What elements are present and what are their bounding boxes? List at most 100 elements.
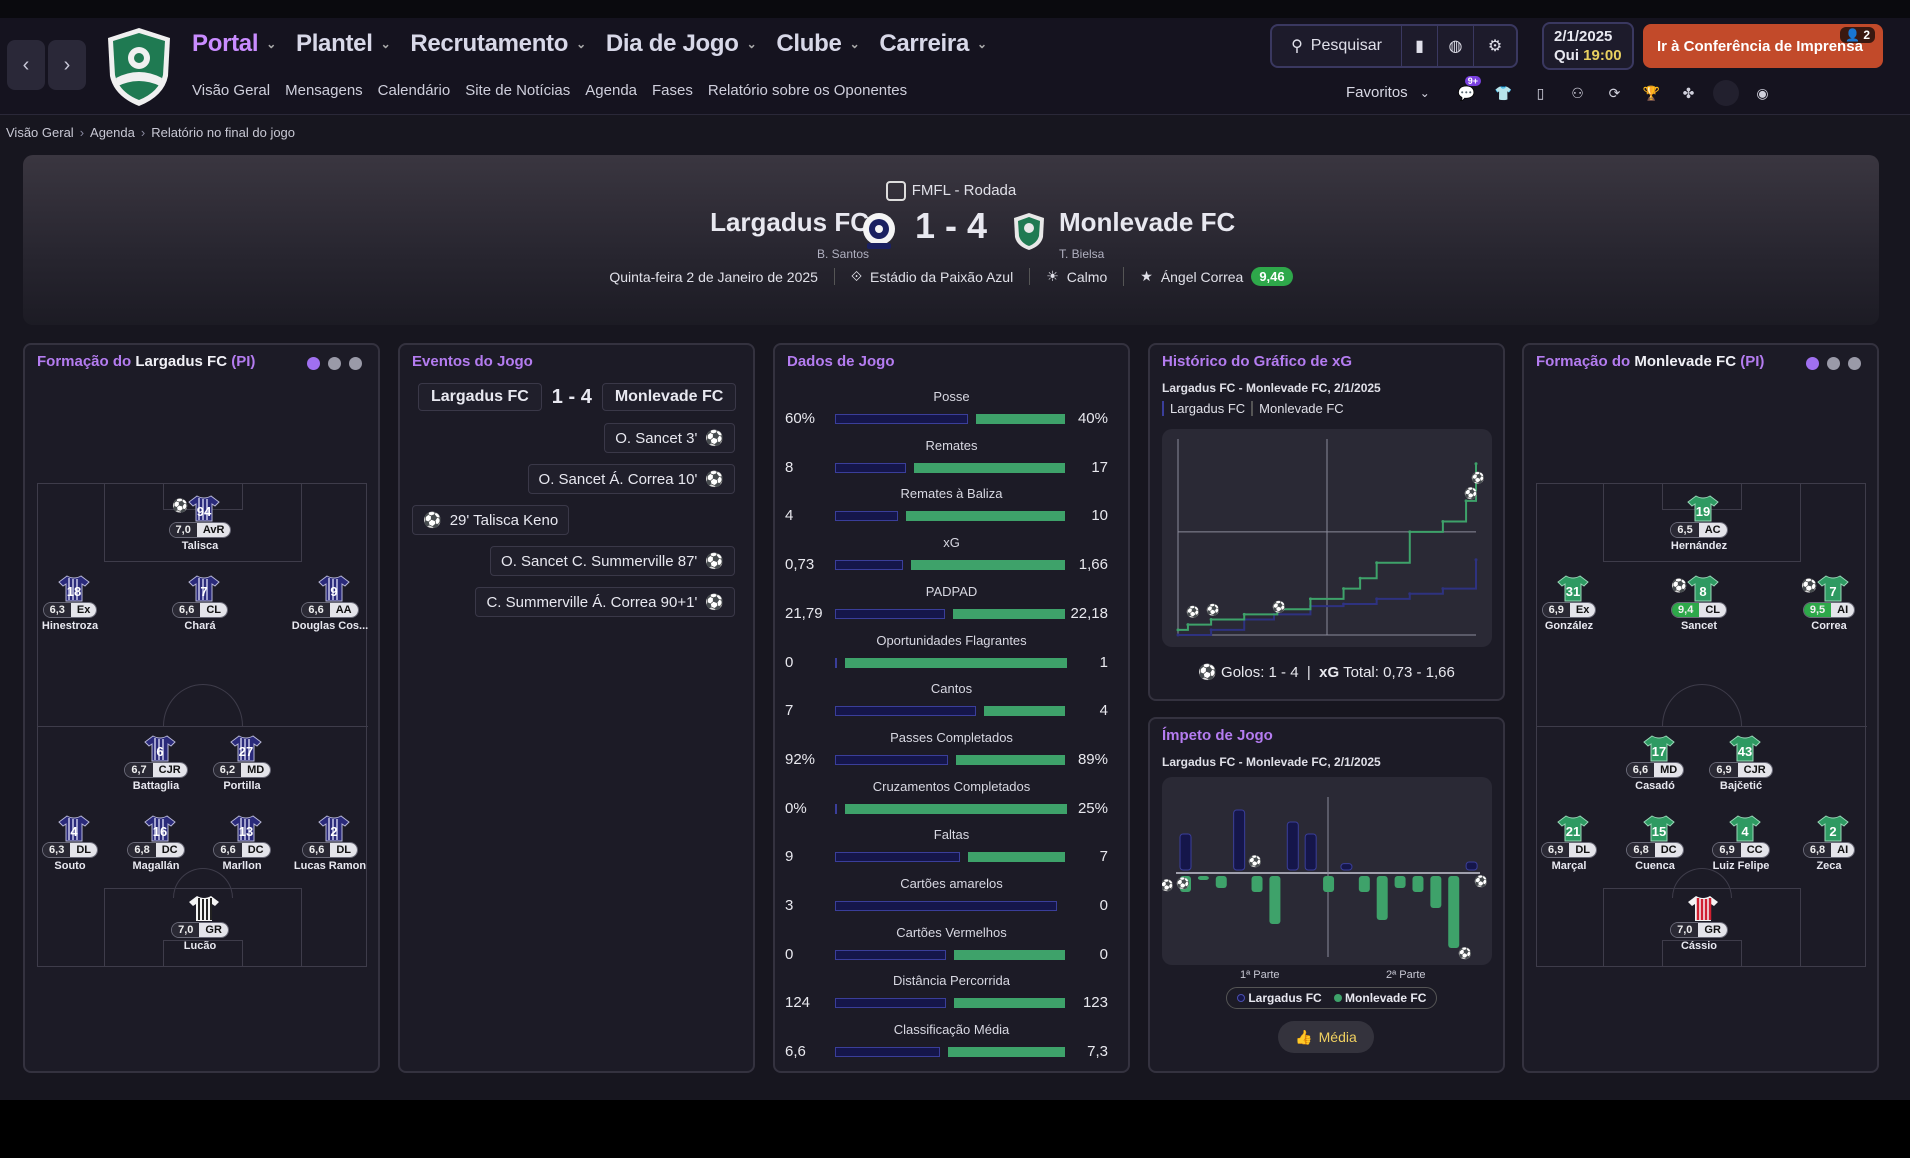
- shirt-number: 7: [200, 584, 207, 599]
- subnav-item[interactable]: Mensagens: [285, 82, 363, 99]
- player-card[interactable]: 18 6,3 Ex Hinestroza: [20, 574, 120, 632]
- player-card[interactable]: 7 ⚽ 9,5 AI Correa: [1779, 574, 1879, 632]
- event-item[interactable]: O. Sancet 3' ⚽: [604, 423, 735, 453]
- event-item[interactable]: O. Sancet C. Summerville 87' ⚽: [490, 546, 735, 576]
- trophy-icon[interactable]: 🏆: [1642, 84, 1661, 101]
- empty-slot-icon[interactable]: [1707, 78, 1744, 108]
- home-manager[interactable]: B. Santos: [816, 247, 869, 261]
- subnav-item[interactable]: Fases: [652, 82, 693, 99]
- player-position: GR: [199, 923, 228, 937]
- document-icon[interactable]: ▯: [1536, 84, 1545, 101]
- settings-button[interactable]: ⚙: [1474, 26, 1516, 66]
- paw-icon[interactable]: ✤: [1682, 84, 1695, 101]
- subnav-item[interactable]: Agenda: [585, 82, 637, 99]
- player-card[interactable]: 17 6,6 MD Casadó: [1605, 734, 1705, 792]
- back-button[interactable]: ‹: [7, 40, 45, 90]
- refresh-icon[interactable]: ⟳: [1608, 84, 1621, 101]
- stat-label: Oportunidades Flagrantes: [876, 632, 1027, 648]
- subnav-item[interactable]: Relatório sobre os Oponentes: [707, 82, 908, 99]
- stat-row: Faltas 9 7: [775, 827, 1128, 866]
- page-dot[interactable]: [328, 357, 341, 370]
- people-icon[interactable]: ⚇: [1571, 84, 1584, 101]
- nav-item-clube[interactable]: Clube ⌄: [776, 30, 859, 58]
- player-card[interactable]: 2 6,6 DL Lucas Ramon: [280, 814, 380, 872]
- player-card[interactable]: 4 6,9 CC Luiz Felipe: [1691, 814, 1791, 872]
- momentum-away-bar: [1394, 876, 1406, 888]
- page-dot[interactable]: [1806, 357, 1819, 370]
- shirt-icon[interactable]: 👕: [1494, 84, 1513, 101]
- stadium[interactable]: ⟐ Estádio da Paixão Azul: [833, 268, 1029, 285]
- away-crest-icon[interactable]: [1011, 211, 1047, 251]
- page-dot[interactable]: [307, 357, 320, 370]
- subnav-item[interactable]: Site de Notícias: [465, 82, 571, 99]
- player-card[interactable]: 7 6,6 CL Chará: [150, 574, 250, 632]
- events-home-team[interactable]: Largadus FC: [418, 383, 542, 411]
- thumbs-up-icon: 👍: [1295, 1028, 1313, 1045]
- chat-icon[interactable]: 💬 9+: [1448, 76, 1485, 108]
- nav-item-plantel[interactable]: Plantel ⌄: [296, 30, 391, 58]
- subnav-item[interactable]: Calendário: [377, 82, 451, 99]
- away-lineup-title: Formação do Monlevade FC (PI): [1536, 353, 1764, 370]
- player-card[interactable]: 2 6,8 AI Zeca: [1779, 814, 1879, 872]
- event-item[interactable]: ⚽ 29' Talisca Keno: [412, 505, 570, 535]
- player-card[interactable]: 6 6,7 CJR Battaglia: [106, 734, 206, 792]
- player-rating: 6,6: [173, 603, 201, 617]
- nav-item-portal[interactable]: Portal ⌄: [192, 30, 276, 58]
- player-card[interactable]: 21 6,9 DL Marçal: [1519, 814, 1619, 872]
- globe-button[interactable]: ◍: [1438, 26, 1474, 66]
- media-button[interactable]: 👍 Média: [1278, 1021, 1374, 1053]
- lineup-suffix: (PI): [231, 353, 256, 370]
- momentum-chart: ⚽ ⚽ ⚽ ⚽ ⚽: [1159, 777, 1492, 965]
- press-conference-button[interactable]: Ir à Conferência de Imprensa 👤 2: [1643, 24, 1883, 68]
- player-rating-pill: 7,0 AvR: [168, 522, 232, 538]
- player-card[interactable]: 4 6,3 DL Souto: [20, 814, 120, 872]
- stat-home-bar: [835, 462, 907, 473]
- event-item[interactable]: O. Sancet Á. Correa 10' ⚽: [527, 464, 735, 494]
- player-shirt-icon: 6: [143, 734, 176, 762]
- search-button[interactable]: ⚲ Pesquisar: [1272, 26, 1402, 66]
- player-card[interactable]: 7,0 GR Cássio: [1649, 894, 1749, 952]
- player-card[interactable]: 7,0 GR Lucão: [150, 894, 250, 952]
- player-card[interactable]: 27 6,2 MD Portilla: [192, 734, 292, 792]
- competition[interactable]: FMFL - Rodada: [23, 181, 1879, 201]
- away-team-name[interactable]: Monlevade FC: [1059, 207, 1236, 237]
- page-dot[interactable]: [349, 357, 362, 370]
- badge-icon[interactable]: ◉: [1756, 84, 1769, 101]
- bookmark-button[interactable]: ▮: [1402, 26, 1438, 66]
- club-crest-icon[interactable]: [104, 26, 174, 108]
- player-card[interactable]: 8 ⚽ 9,4 CL Sancet: [1649, 574, 1749, 632]
- player-card[interactable]: 13 6,6 DC Marllon: [192, 814, 292, 872]
- date-time[interactable]: 2/1/2025 Qui 19:00: [1542, 22, 1634, 70]
- page-dot[interactable]: [1848, 357, 1861, 370]
- breadcrumb-overview[interactable]: Visão Geral: [6, 125, 74, 140]
- player-card[interactable]: 19 6,5 AC Hernández: [1649, 494, 1749, 552]
- home-crest-icon[interactable]: [861, 211, 897, 251]
- home-team-name[interactable]: Largadus FC: [710, 207, 869, 237]
- player-card[interactable]: 31 6,9 Ex González: [1519, 574, 1619, 632]
- favorites-dropdown[interactable]: Favoritos ⌄: [1346, 84, 1430, 101]
- player-card[interactable]: 94 ⚽ 7,0 AvR Talisca: [150, 494, 250, 552]
- player-of-match[interactable]: ★ Ángel Correa 9,46: [1123, 267, 1308, 286]
- breadcrumb-agenda[interactable]: Agenda: [90, 125, 135, 140]
- player-card[interactable]: 16 6,8 DC Magallán: [106, 814, 206, 872]
- nav-item-carreira[interactable]: Carreira ⌄: [879, 30, 987, 58]
- player-card[interactable]: 43 6,9 CJR Bajčetić: [1691, 734, 1791, 792]
- forward-button[interactable]: ›: [48, 40, 86, 90]
- events-away-team[interactable]: Monlevade FC: [601, 383, 737, 411]
- player-shirt-icon: 4: [1728, 814, 1761, 842]
- subnav-item[interactable]: Visão Geral: [192, 82, 271, 99]
- shirt-number: 21: [1566, 824, 1580, 839]
- nav-item-dia-de-jogo[interactable]: Dia de Jogo ⌄: [606, 30, 757, 58]
- player-rating: 6,9: [1542, 843, 1570, 857]
- nav-item-recrutamento[interactable]: Recrutamento ⌄: [410, 30, 586, 58]
- sub-nav: Visão Geral Mensagens Calendário Site de No…: [192, 82, 907, 99]
- page-dot[interactable]: [1827, 357, 1840, 370]
- search-group: ⚲ Pesquisar ▮ ◍ ⚙: [1270, 24, 1518, 68]
- away-manager[interactable]: T. Bielsa: [1059, 247, 1105, 261]
- player-card[interactable]: 9 6,6 AA Douglas Cos...: [280, 574, 380, 632]
- event-item[interactable]: C. Summerville Á. Correa 90+1' ⚽: [475, 587, 735, 617]
- player-rating-pill: 6,8 DC: [127, 842, 185, 858]
- stat-values: 124 123: [775, 992, 1128, 1012]
- stat-home-value: 60%: [785, 410, 816, 427]
- player-card[interactable]: 15 6,8 DC Cuenca: [1605, 814, 1705, 872]
